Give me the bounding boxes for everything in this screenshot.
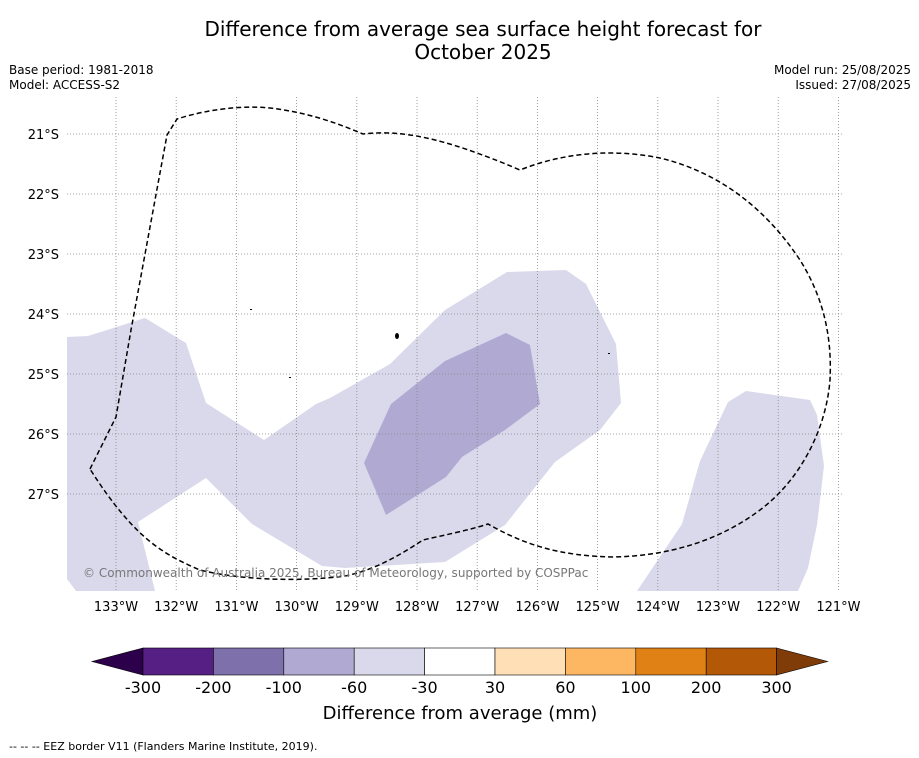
title-line-1: Difference from average sea surface heig… bbox=[204, 17, 762, 41]
colorbar-bin bbox=[283, 647, 355, 676]
anomaly-region-light-west bbox=[67, 270, 621, 591]
island-mark bbox=[250, 309, 252, 310]
graticule bbox=[67, 97, 843, 591]
colorbar-tick-label: -200 bbox=[195, 678, 232, 697]
colorbar-bin bbox=[565, 647, 637, 676]
anomaly-region-medium bbox=[364, 333, 540, 515]
longitude-label: 126°W bbox=[515, 600, 559, 615]
colorbar-tick-label: 30 bbox=[484, 678, 506, 697]
longitude-label: 131°W bbox=[214, 600, 258, 615]
colorbar-bin bbox=[494, 647, 566, 676]
latitude-label: 21°S bbox=[28, 128, 59, 143]
longitude-label: 127°W bbox=[455, 600, 499, 615]
colorbar-bin bbox=[142, 647, 214, 676]
latitude-label: 23°S bbox=[28, 248, 59, 263]
island-mark bbox=[395, 333, 399, 339]
longitude-label: 121°W bbox=[816, 600, 860, 615]
latitude-label: 22°S bbox=[28, 188, 59, 203]
anomaly-region-light-east bbox=[637, 391, 824, 591]
latitude-label: 24°S bbox=[28, 308, 59, 323]
run-info: Model run: 25/08/2025 Issued: 27/08/2025 bbox=[774, 63, 911, 93]
island-mark bbox=[608, 353, 610, 354]
base-info: Base period: 1981-2018 Model: ACCESS-S2 bbox=[9, 63, 154, 93]
colorbar-tick-label: -30 bbox=[411, 678, 438, 697]
colorbar-tick-label: 100 bbox=[620, 678, 652, 697]
colorbar-tick-label: 300 bbox=[761, 678, 792, 697]
longitude-label: 123°W bbox=[696, 600, 740, 615]
colorbar-bin bbox=[213, 647, 285, 676]
map-panel: 21°S22°S23°S24°S25°S26°S27°S 133°W 132°W 1… bbox=[28, 97, 861, 615]
colorbar-over-triangle bbox=[776, 647, 829, 676]
longitude-label: 130°W bbox=[275, 600, 319, 615]
colorbar bbox=[90, 647, 829, 676]
map-title: Difference from average sea surface heig… bbox=[0, 18, 919, 64]
longitude-label: 132°W bbox=[154, 600, 198, 615]
longitude-label: 129°W bbox=[335, 600, 379, 615]
model-run-text: Model run: 25/08/2025 bbox=[773, 63, 911, 77]
longitude-label: 124°W bbox=[636, 600, 680, 615]
latitude-labels: 21°S 22°S 23°S 24°S 25°S 26°S 27°S bbox=[28, 128, 59, 503]
colorbar-title: Difference from average (mm) bbox=[322, 703, 598, 724]
colorbar-tick-label: -300 bbox=[124, 678, 162, 697]
title-line-2: October 2025 bbox=[414, 40, 552, 64]
colorbar-bin bbox=[353, 647, 425, 676]
colorbar-tick-label: -100 bbox=[265, 678, 302, 697]
latitude-label: 25°S bbox=[28, 368, 59, 383]
eez-border bbox=[89, 106, 832, 581]
colorbar-tick-label: -60 bbox=[341, 678, 368, 697]
longitude-label: 125°W bbox=[576, 600, 620, 615]
longitude-labels: 133°W 132°W 131°W 130°W 129°W 128°W 127°W 126°W… bbox=[94, 600, 861, 615]
colorbar-under-triangle bbox=[90, 647, 144, 676]
island-mark bbox=[289, 377, 291, 378]
longitude-label: 133°W bbox=[94, 600, 138, 615]
colorbar-tick-label: 60 bbox=[555, 678, 576, 697]
longitude-label: 128°W bbox=[395, 600, 439, 615]
issued-text: Issued: 27/08/2025 bbox=[795, 78, 911, 92]
latitude-label: 26°S bbox=[28, 428, 59, 443]
latitude-label: 27°S bbox=[28, 488, 59, 503]
eez-footnote: -- -- -- EEZ border V11 (Flanders Marine… bbox=[9, 740, 318, 753]
colorbar-bin bbox=[424, 647, 496, 676]
colorbar-bin bbox=[705, 647, 777, 676]
base-period-text: Base period: 1981-2018 bbox=[9, 63, 154, 77]
model-text: Model: ACCESS-S2 bbox=[9, 78, 121, 92]
colorbar-bin bbox=[635, 647, 707, 676]
longitude-label: 122°W bbox=[756, 600, 800, 615]
colorbar-tick-label: 200 bbox=[690, 678, 722, 697]
copyright-text: © Commonwealth of Australia 2025, Bureau… bbox=[83, 566, 588, 580]
